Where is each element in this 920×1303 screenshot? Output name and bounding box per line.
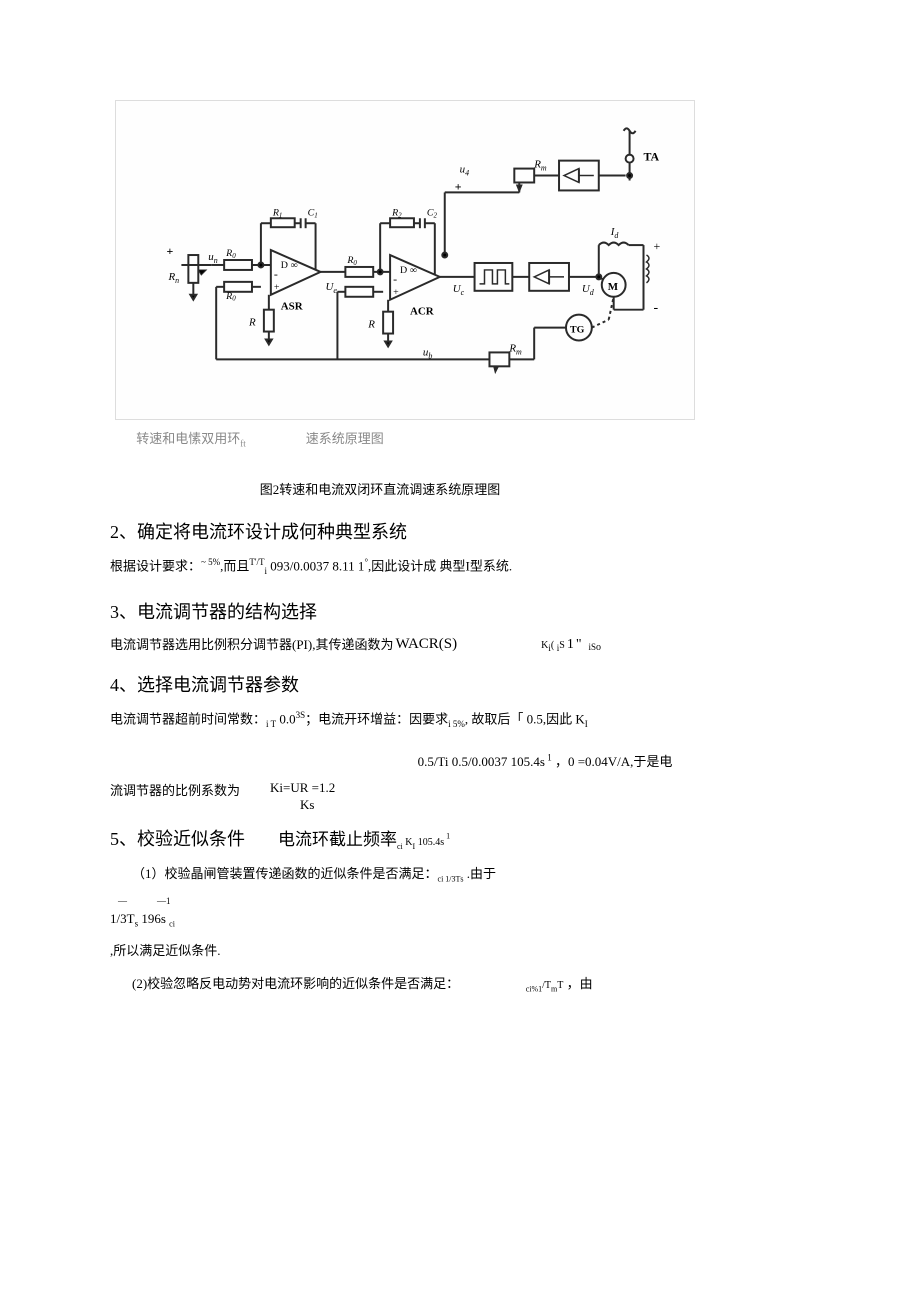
section-4-body-1: 电流调节器超前时间常数：i T 0.03S；电流开环增益：因要求i 5%, 故取… (110, 707, 820, 733)
svg-text:TG: TG (570, 325, 585, 336)
svg-text:C2: C2 (427, 207, 438, 219)
svg-text:ASR: ASR (281, 301, 303, 313)
svg-text:Ud: Ud (582, 283, 594, 297)
svg-text:M: M (608, 281, 618, 293)
section-5-heading: 5、校验近似条件 (110, 829, 245, 849)
section-4-formula: 0.5/Ti 0.5/0.0037 105.4s 1 ，0 =0.04V/A,于… (110, 741, 820, 780)
section-2-heading: 2、确定将电流环设计成何种典型系统 (110, 518, 820, 544)
svg-text:-: - (653, 301, 658, 316)
svg-text:R0: R0 (225, 248, 236, 260)
svg-text:R1: R1 (272, 207, 283, 219)
circuit-svg: TA Rm u4 (116, 101, 694, 419)
svg-text:R: R (367, 319, 375, 331)
svg-text:Rm: Rm (533, 159, 547, 173)
svg-text:+: + (167, 244, 174, 258)
section-5-sub-formula: ——1 1/3Ts 196s ci (110, 894, 820, 931)
svg-text:D ∞: D ∞ (281, 260, 298, 271)
section-2-body: 根据设计要求：~ 5%,而且T'/Ti 093/0.0037 8.11 1°,因… (110, 554, 820, 580)
ki-formula: Ki=UR =1.2 Ks (270, 780, 335, 814)
svg-text:Ue: Ue (326, 281, 338, 295)
svg-text:+: + (653, 239, 660, 253)
svg-text:Rm: Rm (508, 342, 522, 356)
svg-text:C1: C1 (308, 207, 318, 219)
svg-text:Uc: Uc (453, 283, 465, 297)
svg-text:ACR: ACR (410, 306, 434, 318)
svg-text:Id: Id (610, 226, 619, 240)
section-5-item-1-conclusion: ,所以满足近似条件. (110, 939, 820, 964)
svg-text:-: - (274, 267, 278, 281)
svg-text:R0: R0 (346, 255, 357, 267)
section-5-heading-row: 5、校验近似条件 电流环截止频率ci KI 105.4s 1 (110, 825, 820, 851)
section-3-body: 电流调节器选用比例积分调节器(PI),其传递函数为WACR(S) Ki( iS … (110, 634, 820, 653)
svg-text:ub: ub (423, 346, 432, 360)
svg-text:un: un (208, 251, 217, 265)
figure-caption: 图2转速和电流双闭环直流调速系统原理图 (80, 479, 680, 498)
circuit-diagram: TA Rm u4 (115, 100, 695, 420)
svg-text:-: - (393, 272, 397, 286)
svg-text:D ∞: D ∞ (400, 265, 417, 276)
svg-text:+: + (455, 179, 462, 193)
svg-text:R: R (248, 317, 256, 329)
section-4-body-2: 流调节器的比例系数为 Ki=UR =1.2 Ks (110, 780, 820, 814)
svg-text:+: + (393, 287, 399, 298)
svg-text:+: + (274, 282, 280, 293)
svg-text:u4: u4 (460, 164, 469, 178)
svg-text:R2: R2 (391, 207, 402, 219)
svg-text:Rn: Rn (167, 271, 179, 285)
diagram-inner-caption: 转速和电愫双用环ft 速系统原理图 (0, 428, 560, 449)
section-4-heading: 4、选择电流调节器参数 (110, 671, 820, 697)
section-5-item-1: （1）校验晶闸管装置传递函数的近似条件是否满足：ci 1/3Ts .由于 (110, 862, 820, 887)
svg-text:TA: TA (644, 150, 660, 164)
section-5-item-2: (2)校验忽略反电动势对电流环影响的近似条件是否满足： ci%1/TmT ，由 (110, 972, 820, 997)
section-3-heading: 3、电流调节器的结构选择 (110, 598, 820, 624)
